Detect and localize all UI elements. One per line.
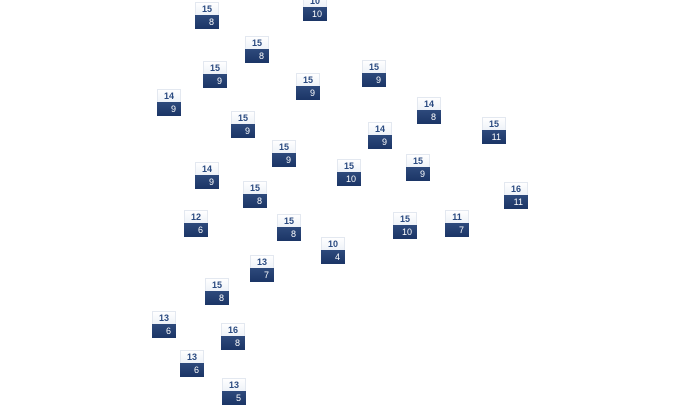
marker-bottom-count: 8 bbox=[195, 15, 219, 29]
cluster-marker: 13 6 bbox=[152, 311, 176, 338]
marker-bottom-count: 10 bbox=[303, 7, 327, 21]
marker-bottom-count: 9 bbox=[368, 135, 392, 149]
marker-bottom-count: 11 bbox=[504, 195, 528, 209]
marker-bottom-count: 11 bbox=[482, 130, 506, 144]
marker-bottom-count: 5 bbox=[222, 391, 246, 405]
marker-bottom-count: 9 bbox=[362, 73, 386, 87]
cluster-marker: 15 9 bbox=[406, 154, 430, 181]
cluster-marker: 15 8 bbox=[205, 278, 229, 305]
marker-bottom-count: 9 bbox=[272, 153, 296, 167]
marker-bottom-count: 6 bbox=[180, 363, 204, 377]
cluster-marker: 15 9 bbox=[296, 73, 320, 100]
marker-top-count: 10 bbox=[303, 0, 327, 7]
marker-top-count: 14 bbox=[417, 97, 441, 110]
marker-bottom-count: 9 bbox=[406, 167, 430, 181]
cluster-marker: 12 6 bbox=[184, 210, 208, 237]
marker-top-count: 15 bbox=[245, 36, 269, 49]
marker-top-count: 15 bbox=[362, 60, 386, 73]
marker-bottom-count: 4 bbox=[321, 250, 345, 264]
marker-top-count: 15 bbox=[296, 73, 320, 86]
marker-top-count: 16 bbox=[504, 182, 528, 195]
cluster-marker: 15 9 bbox=[272, 140, 296, 167]
marker-top-count: 14 bbox=[368, 122, 392, 135]
cluster-marker: 14 9 bbox=[368, 122, 392, 149]
marker-top-count: 15 bbox=[337, 159, 361, 172]
cluster-marker: 15 8 bbox=[277, 214, 301, 241]
marker-bottom-count: 6 bbox=[184, 223, 208, 237]
marker-top-count: 13 bbox=[250, 255, 274, 268]
marker-top-count: 15 bbox=[203, 61, 227, 74]
cluster-marker: 13 6 bbox=[180, 350, 204, 377]
cluster-marker: 14 8 bbox=[417, 97, 441, 124]
marker-top-count: 15 bbox=[231, 111, 255, 124]
marker-bottom-count: 8 bbox=[245, 49, 269, 63]
cluster-marker: 15 8 bbox=[195, 2, 219, 29]
marker-bottom-count: 10 bbox=[393, 225, 417, 239]
marker-bottom-count: 9 bbox=[157, 102, 181, 116]
marker-bottom-count: 8 bbox=[243, 194, 267, 208]
marker-bottom-count: 6 bbox=[152, 324, 176, 338]
marker-bottom-count: 7 bbox=[250, 268, 274, 282]
marker-top-count: 15 bbox=[482, 117, 506, 130]
marker-bottom-count: 9 bbox=[296, 86, 320, 100]
cluster-marker: 15 8 bbox=[243, 181, 267, 208]
marker-top-count: 15 bbox=[277, 214, 301, 227]
cluster-marker: 15 11 bbox=[482, 117, 506, 144]
marker-bottom-count: 10 bbox=[337, 172, 361, 186]
marker-top-count: 16 bbox=[221, 323, 245, 336]
marker-top-count: 13 bbox=[222, 378, 246, 391]
cluster-marker: 10 4 bbox=[321, 237, 345, 264]
marker-bottom-count: 9 bbox=[203, 74, 227, 88]
cluster-marker: 15 10 bbox=[337, 159, 361, 186]
cluster-marker: 11 7 bbox=[445, 210, 469, 237]
cluster-marker: 10 10 bbox=[303, 0, 327, 21]
cluster-marker: 15 10 bbox=[393, 212, 417, 239]
cluster-marker: 16 11 bbox=[504, 182, 528, 209]
marker-top-count: 15 bbox=[406, 154, 430, 167]
marker-top-count: 15 bbox=[243, 181, 267, 194]
marker-bottom-count: 9 bbox=[231, 124, 255, 138]
cluster-marker: 16 8 bbox=[221, 323, 245, 350]
marker-top-count: 15 bbox=[205, 278, 229, 291]
marker-bottom-count: 8 bbox=[417, 110, 441, 124]
cluster-marker: 15 9 bbox=[231, 111, 255, 138]
marker-top-count: 15 bbox=[195, 2, 219, 15]
cluster-marker: 15 8 bbox=[245, 36, 269, 63]
marker-top-count: 14 bbox=[195, 162, 219, 175]
marker-bottom-count: 9 bbox=[195, 175, 219, 189]
marker-top-count: 15 bbox=[272, 140, 296, 153]
cluster-marker: 14 9 bbox=[195, 162, 219, 189]
marker-bottom-count: 8 bbox=[205, 291, 229, 305]
marker-top-count: 14 bbox=[157, 89, 181, 102]
marker-top-count: 10 bbox=[321, 237, 345, 250]
marker-top-count: 13 bbox=[152, 311, 176, 324]
marker-bottom-count: 8 bbox=[221, 336, 245, 350]
marker-top-count: 13 bbox=[180, 350, 204, 363]
cluster-marker: 14 9 bbox=[157, 89, 181, 116]
marker-top-count: 11 bbox=[445, 210, 469, 223]
marker-bottom-count: 7 bbox=[445, 223, 469, 237]
marker-top-count: 12 bbox=[184, 210, 208, 223]
cluster-marker: 13 7 bbox=[250, 255, 274, 282]
cluster-marker: 15 9 bbox=[362, 60, 386, 87]
marker-top-count: 15 bbox=[393, 212, 417, 225]
marker-bottom-count: 8 bbox=[277, 227, 301, 241]
cluster-marker: 13 5 bbox=[222, 378, 246, 405]
cluster-marker: 15 9 bbox=[203, 61, 227, 88]
